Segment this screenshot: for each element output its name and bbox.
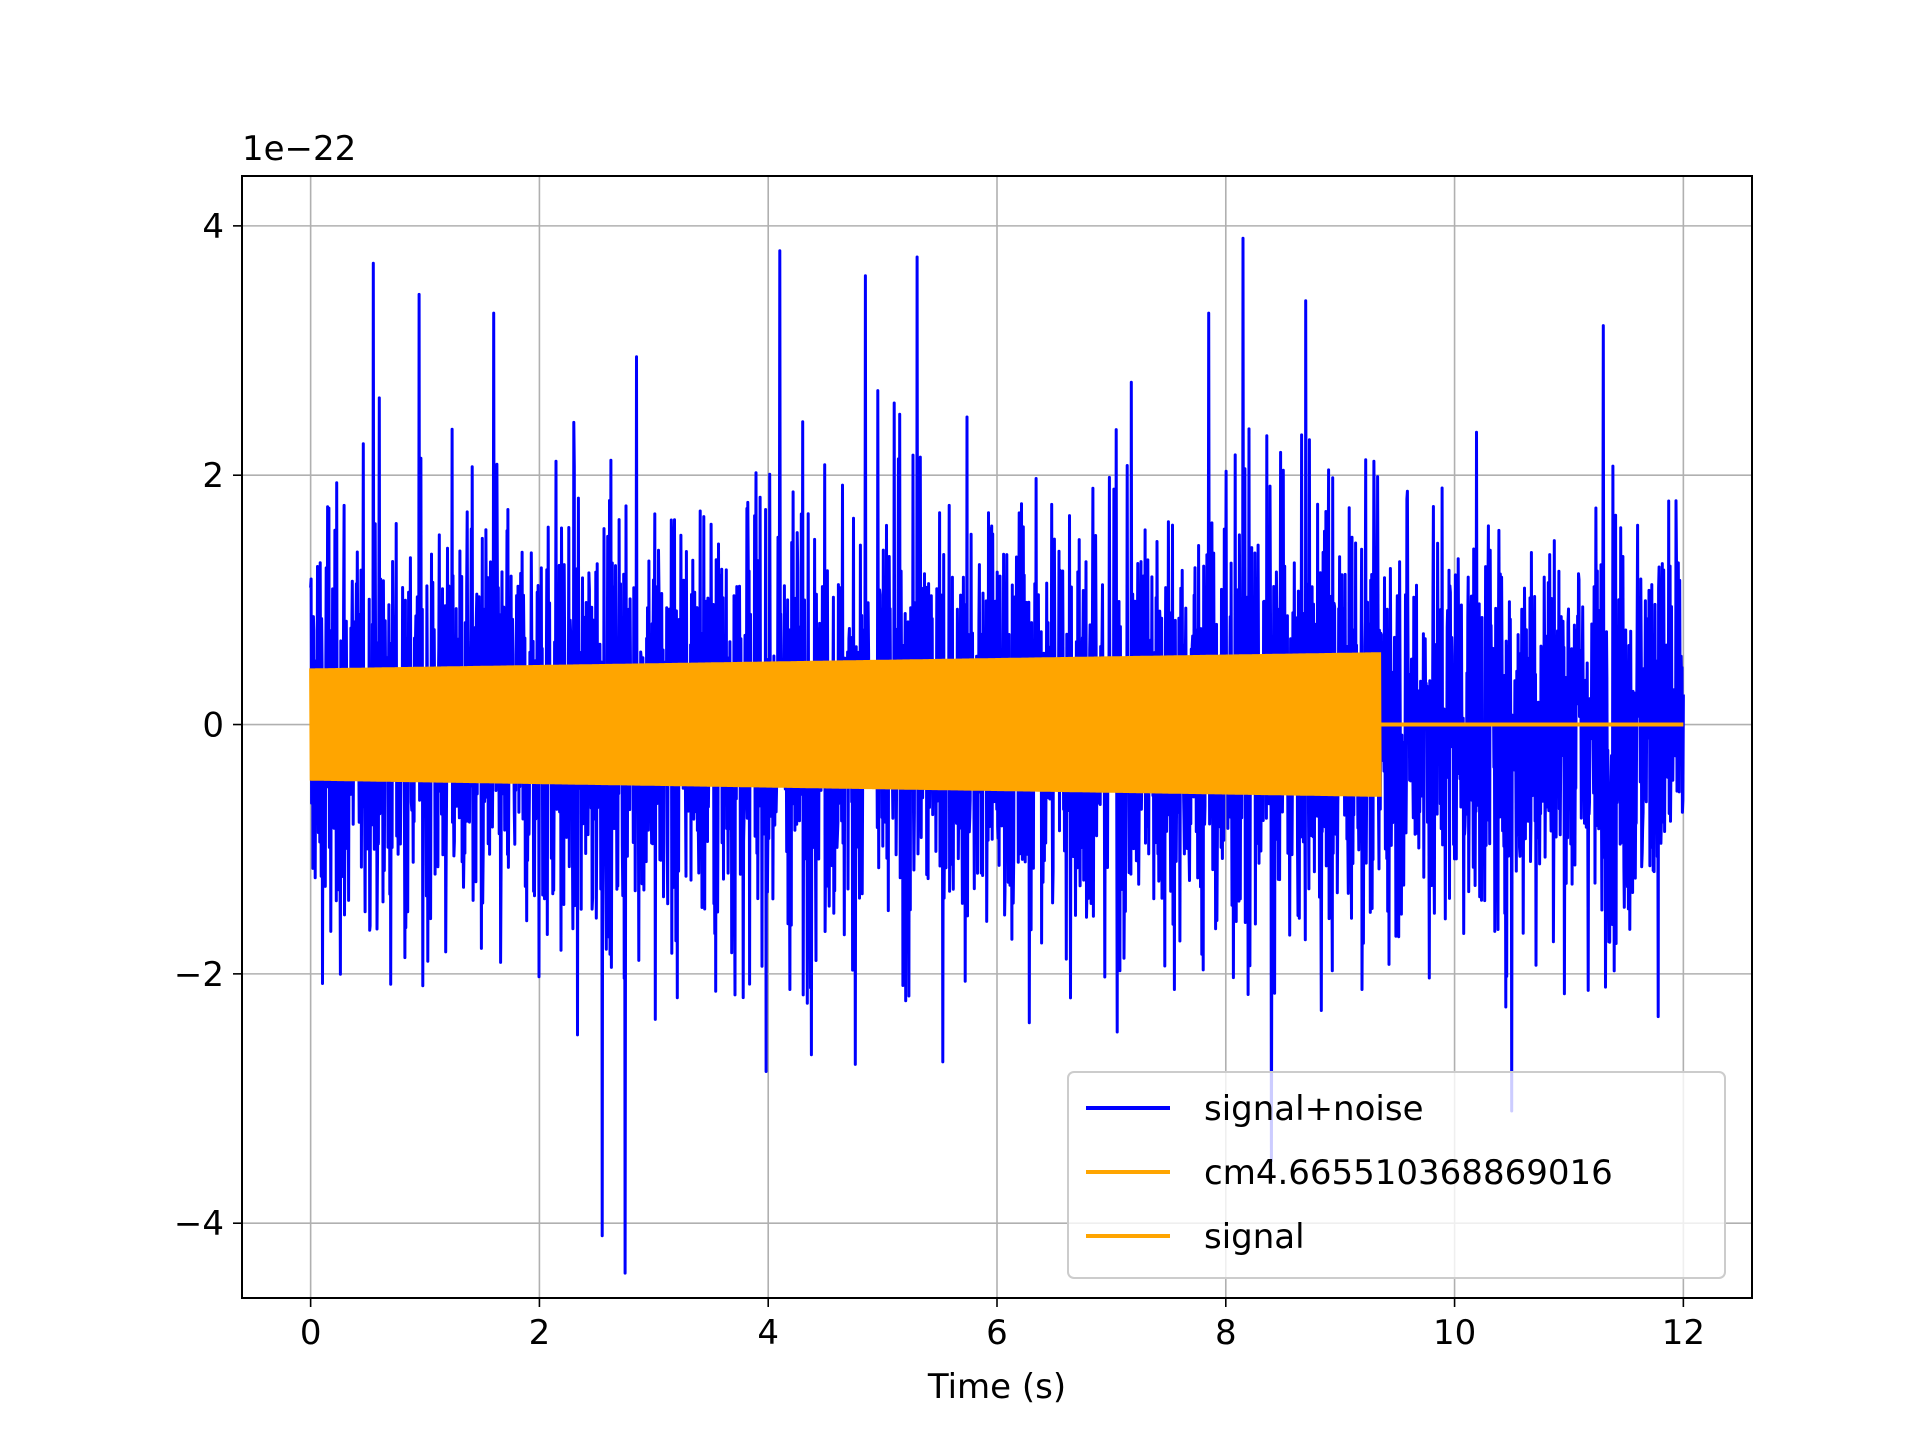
y-tick-label: 2 xyxy=(202,456,224,496)
legend-label: signal+noise xyxy=(1204,1089,1424,1129)
x-tick-label: 10 xyxy=(1433,1313,1476,1353)
plot-series xyxy=(309,236,1685,1275)
axis-ticks: 0 2 4 6 8 10 12 −4 −2 0 2 4 xyxy=(174,207,1705,1353)
x-tick-label: 8 xyxy=(1215,1313,1237,1353)
y-tick-label: −4 xyxy=(174,1204,224,1244)
x-tick-label: 0 xyxy=(300,1313,322,1353)
x-axis-label: Time (s) xyxy=(927,1367,1066,1407)
x-tick-label: 12 xyxy=(1662,1313,1705,1353)
y-axis-offset-text: 1e−22 xyxy=(242,129,356,169)
x-tick-label: 4 xyxy=(757,1313,779,1353)
x-tick-label: 2 xyxy=(529,1313,551,1353)
y-tick-label: 0 xyxy=(202,706,224,746)
legend-label: cm4.665510368869016 xyxy=(1204,1153,1613,1193)
legend: signal+noise cm4.665510368869016 signal xyxy=(1067,1071,1726,1279)
y-tick-label: 4 xyxy=(202,207,224,247)
legend-label: signal xyxy=(1204,1217,1305,1257)
legend-box xyxy=(1067,1071,1726,1279)
series-cm-chirp-line xyxy=(309,652,1382,797)
x-tick-label: 6 xyxy=(986,1313,1008,1353)
y-tick-label: −2 xyxy=(174,955,224,995)
